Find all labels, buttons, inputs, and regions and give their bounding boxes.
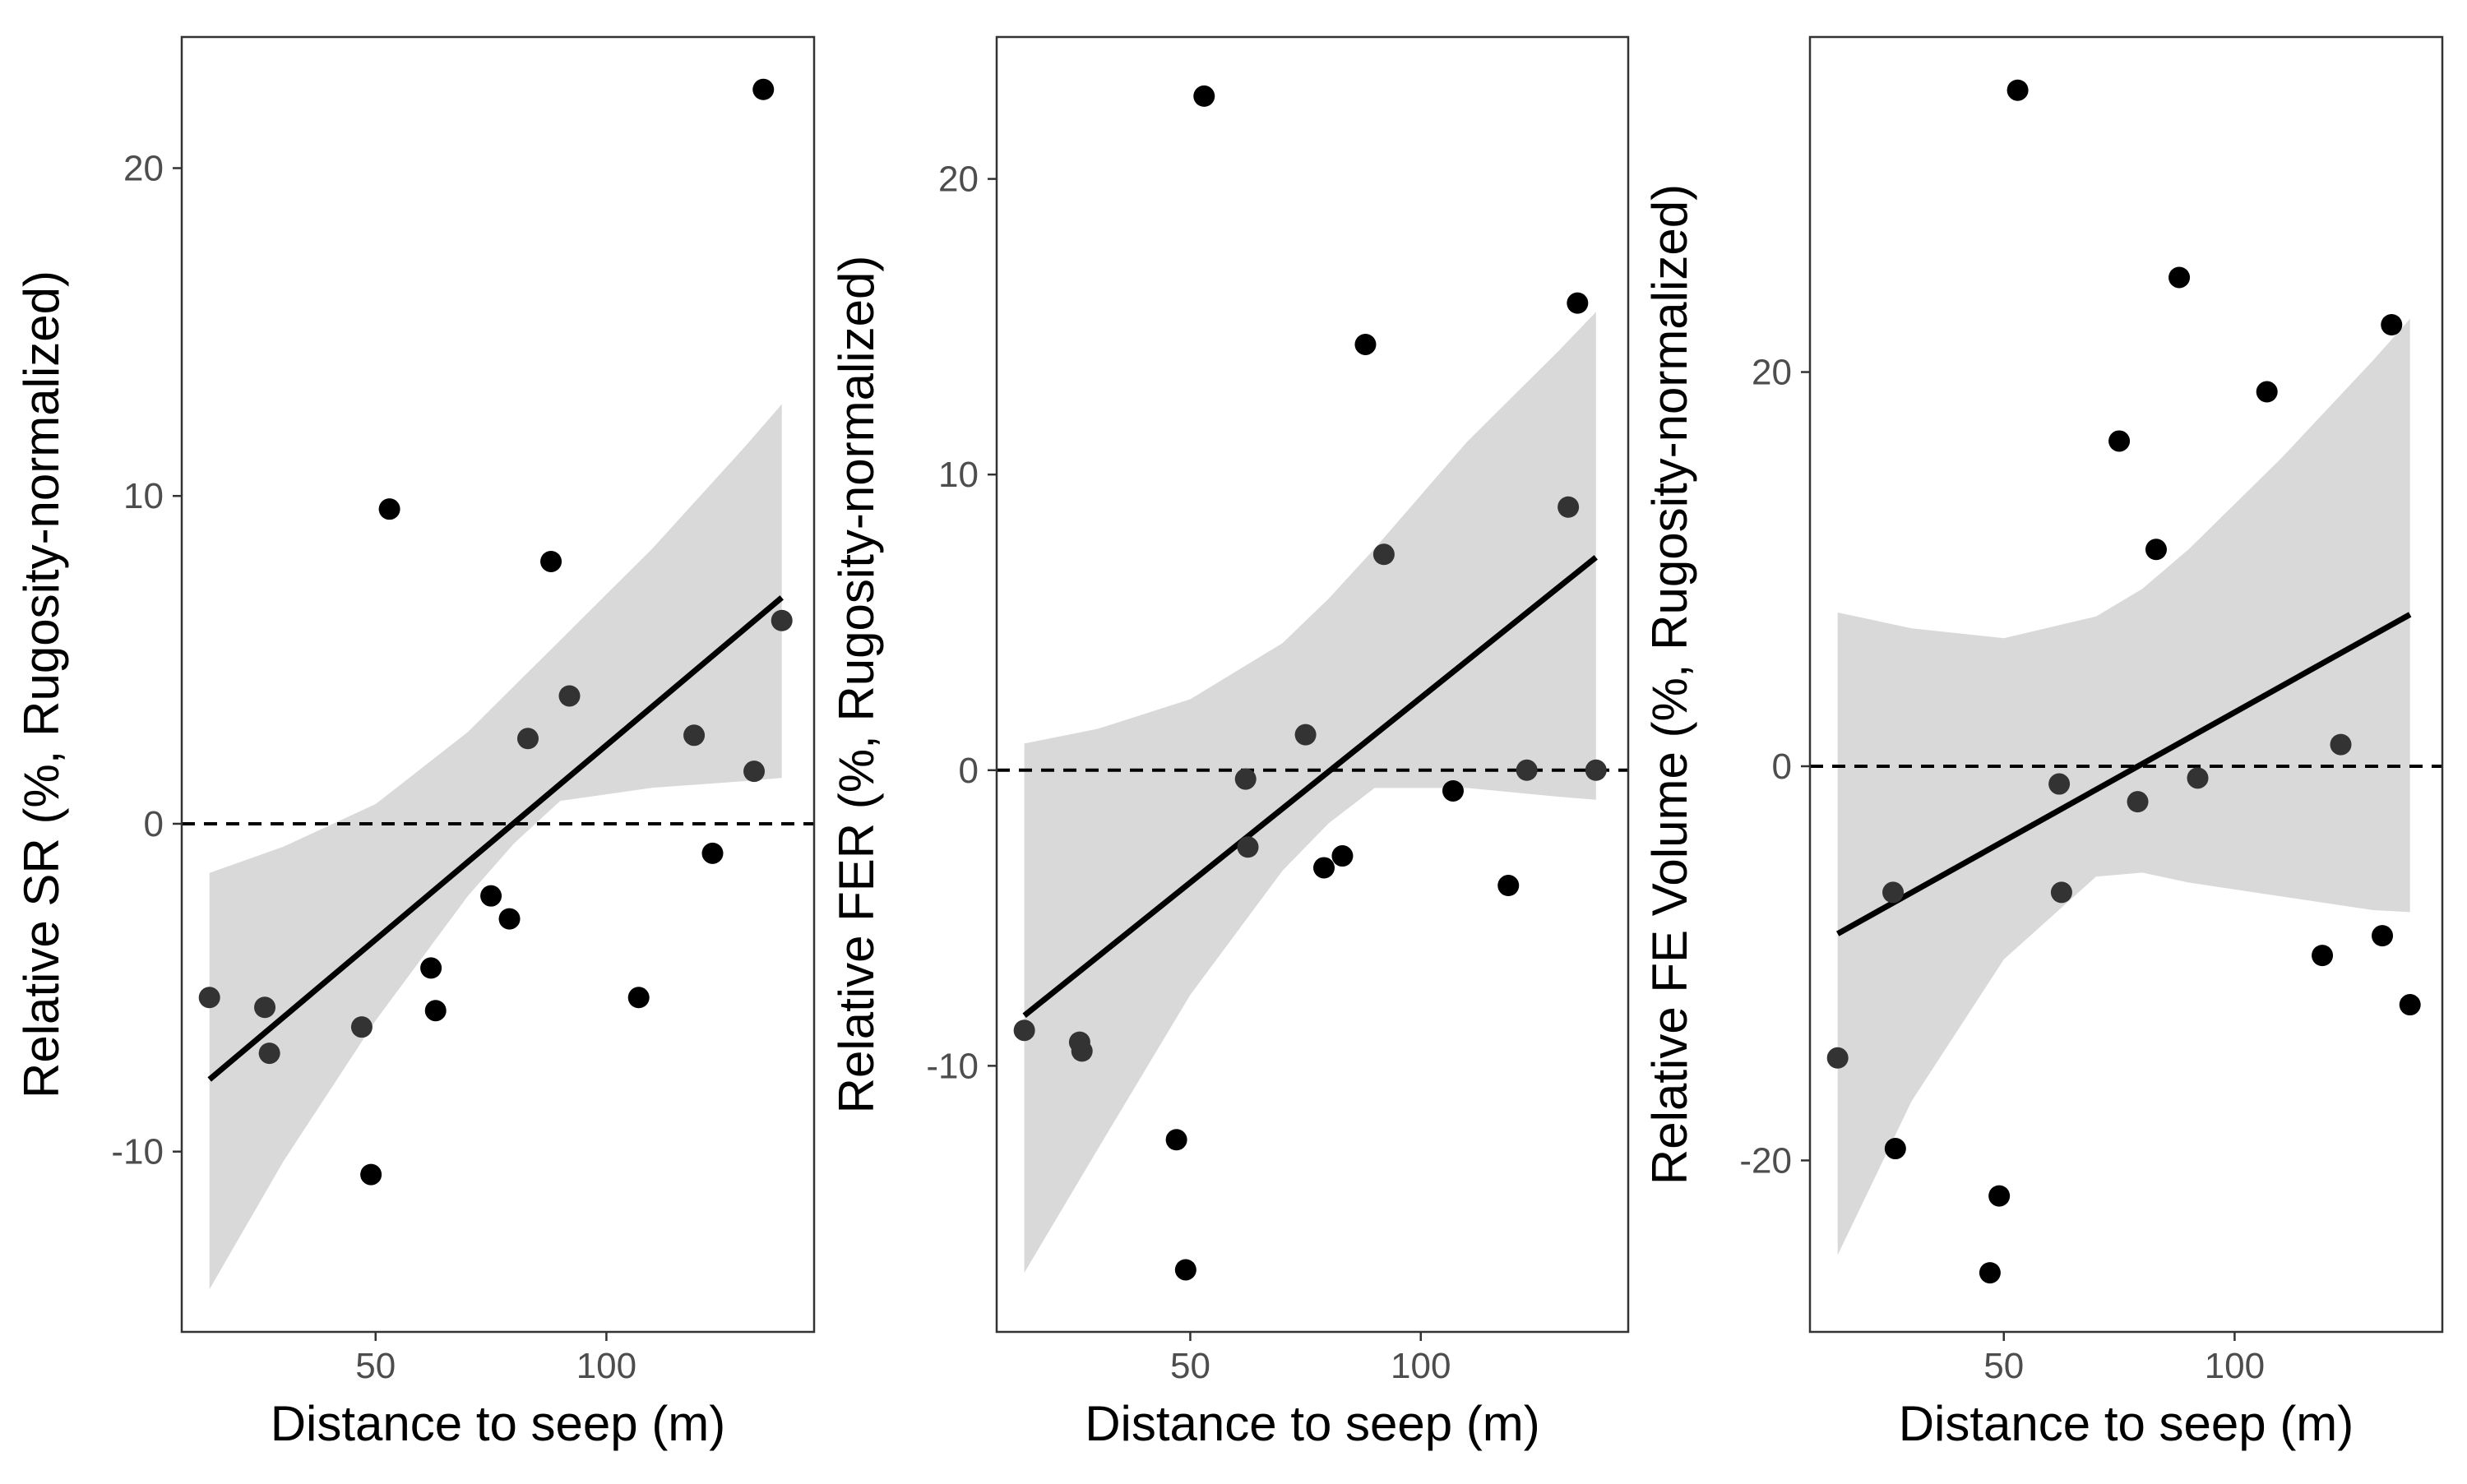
panel-2-x-tick-label-2: 100	[1391, 1346, 1451, 1386]
panel-1-data-point-13	[558, 685, 581, 707]
panel-1-data-point-11	[516, 728, 539, 750]
panel-1-data-point-4	[350, 1016, 373, 1038]
panel-3-data-point-1	[1826, 1047, 1849, 1069]
panel-3: 50 100 -20 0 20 Distance to seep (m) Relative …	[1642, 35, 2444, 1451]
panel-2-data-point-1	[1013, 1019, 1035, 1042]
panel-3-data-point-9	[2108, 430, 2131, 452]
panel-1-panel-border	[180, 35, 816, 1334]
panel-3-data-point-19	[2399, 994, 2421, 1016]
panel-1-data-point-7	[420, 957, 442, 979]
panel-3-data-point-3	[1884, 1138, 1906, 1160]
panel-1: 50 100 -10 0 10 20 Distance to seep (m) Relativ…	[14, 35, 816, 1451]
panel-2-y-tick-label-1: -10	[926, 1046, 979, 1086]
panel-3-fit-line	[1835, 612, 2412, 936]
panel-1-y-tick-label-3: 10	[123, 476, 164, 516]
panel-1-data-point-12	[540, 550, 562, 572]
panel-3-data-point-13	[2187, 767, 2209, 789]
panel-1-data-point-10	[498, 908, 521, 930]
panel-2-data-point-5	[1174, 1259, 1196, 1281]
panel-3-data-point-14	[2256, 381, 2278, 403]
panel-3-data-point-16	[2330, 733, 2352, 756]
panel-2-fit-line	[1022, 555, 1598, 1018]
panel-3-data-point-12	[2168, 266, 2191, 289]
panel-1-y-axis-title: Relative SR (%, Rugosity-normalized)	[14, 270, 69, 1098]
panel-2-data-point-7	[1234, 768, 1257, 790]
panel-3-data-point-10	[2127, 791, 2149, 813]
panel-3-x-axis-title: Distance to seep (m)	[1899, 1396, 2354, 1451]
panel-1-data-point-15	[683, 724, 706, 747]
panel-1-y-tick-label-1: -10	[111, 1132, 164, 1172]
panel-3-x-tick-label-2: 100	[2205, 1346, 2265, 1386]
panel-2-data-point-14	[1442, 779, 1464, 802]
panel-2-data-point-9	[1294, 724, 1317, 746]
panel-2-data-point-15	[1497, 875, 1520, 897]
panel-1-data-point-6	[378, 498, 400, 520]
panel-3-confidence-band	[1837, 318, 2410, 1255]
panel-2-panel-border	[995, 35, 1630, 1334]
panel-2-y-tick-label-2: 0	[959, 751, 979, 791]
panel-1-confidence-band	[209, 404, 782, 1290]
panel-2-data-point-6	[1193, 85, 1215, 107]
panel-2-data-point-16	[1516, 759, 1538, 781]
panel-2-data-point-18	[1567, 292, 1589, 314]
panel-1-y-tick-label-2: 0	[144, 804, 164, 844]
panel-3-data-point-2	[1882, 881, 1905, 904]
panel-3-x-tick-label-1: 50	[1983, 1346, 2024, 1386]
panel-2-x-tick-label-1: 50	[1170, 1346, 1210, 1386]
panel-1-data-point-18	[752, 78, 775, 100]
panel-2-x-axis-title: Distance to seep (m)	[1085, 1396, 1540, 1451]
panel-3-data-point-11	[2145, 539, 2167, 561]
panel-2-data-point-19	[1585, 759, 1607, 781]
panel-1-x-axis-title: Distance to seep (m)	[271, 1396, 726, 1451]
panel-1-fit-line	[207, 595, 784, 1082]
panel-2-data-point-3	[1071, 1040, 1093, 1062]
panel-3-data-point-5	[1988, 1185, 2011, 1207]
panel-1-data-point-3	[258, 1042, 280, 1065]
panel-3-y-axis-title: Relative FE Volume (%, Rugosity-normaliz…	[1642, 184, 1697, 1185]
panel-1-data-point-17	[743, 760, 766, 783]
panel-1-data-point-14	[627, 987, 650, 1009]
panel-3-y-tick-label-1: -20	[1739, 1140, 1792, 1181]
panel-3-data-point-15	[2312, 945, 2334, 967]
panel-2-y-tick-label-4: 20	[938, 159, 979, 200]
panel-1-data-point-1	[198, 987, 220, 1009]
panel-3-y-tick-label-3: 20	[1752, 353, 1792, 393]
panel-1-data-point-19	[771, 609, 793, 631]
panel-1-data-point-2	[254, 996, 276, 1019]
panel-2-data-point-10	[1313, 857, 1335, 879]
panel-2-data-point-11	[1331, 845, 1354, 867]
panel-2-data-point-13	[1372, 543, 1395, 566]
panel-3-data-point-17	[2372, 925, 2394, 947]
panel-2-data-point-12	[1354, 333, 1377, 355]
panel-3-data-point-6	[2006, 79, 2029, 101]
panel-1-data-point-16	[701, 842, 724, 864]
panel-1-x-tick-label-1: 50	[355, 1346, 396, 1386]
panel-2-y-axis-title: Relative FER (%, Rugosity-normalized)	[829, 256, 884, 1114]
panel-2-data-point-4	[1165, 1129, 1187, 1151]
panel-2: 50 100 -10 0 10 20 Distance to seep (m) Relativ…	[829, 35, 1630, 1451]
panel-3-data-point-7	[2048, 773, 2071, 795]
panel-2-data-point-8	[1237, 836, 1259, 858]
panel-2-data-point-17	[1557, 496, 1580, 518]
panel-3-data-point-4	[1979, 1262, 2001, 1284]
panel-1-data-point-5	[360, 1163, 382, 1186]
panel-1-data-point-9	[480, 885, 502, 907]
panel-1-y-tick-label-4: 20	[123, 148, 164, 188]
panel-3-data-point-8	[2050, 881, 2072, 904]
panel-3-y-tick-label-2: 0	[1772, 747, 1792, 787]
panel-3-data-point-18	[2381, 314, 2403, 335]
panel-2-confidence-band	[1024, 312, 1596, 1274]
panel-1-data-point-8	[424, 1000, 447, 1022]
panel-1-x-tick-label-2: 100	[576, 1346, 636, 1386]
panel-3-panel-border	[1808, 35, 2444, 1334]
panel-2-y-tick-label-3: 10	[938, 455, 979, 495]
